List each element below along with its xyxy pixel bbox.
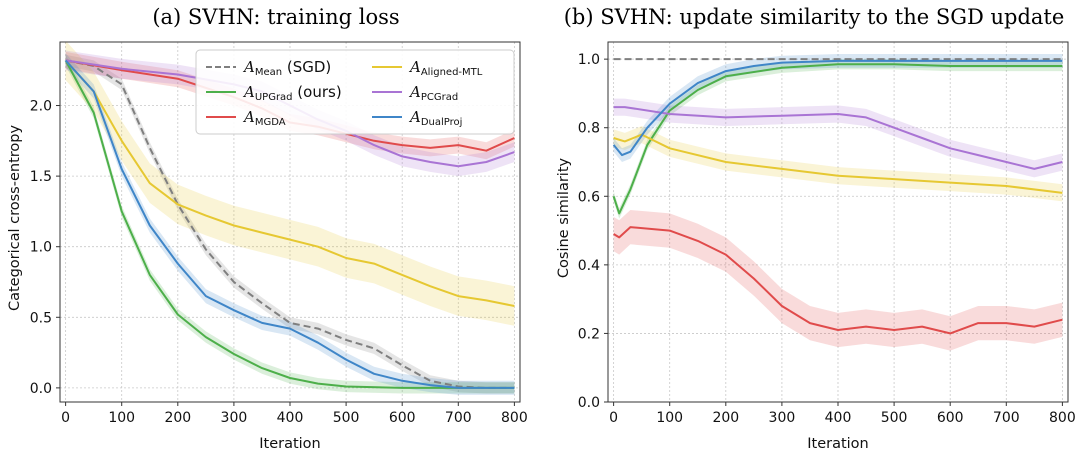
series-line [65, 59, 515, 389]
chart-a-legend: AMean (SGD) AUPGrad (ours) AMGDA AAligned-M… [195, 49, 515, 135]
y-tick-label: 0.4 [578, 258, 600, 274]
y-tick-label: 0.0 [578, 395, 600, 411]
x-tick-label: 400 [825, 410, 852, 426]
x-tick-label: 200 [164, 410, 191, 426]
series-group [612, 54, 1063, 351]
x-tick-label: 800 [501, 410, 528, 426]
chart-b-ylabel: Cosine similarity [556, 157, 572, 278]
chart-a-plot: 0 100 200 300 400 500 600 700 800 0.0 0.5 1.0 1.5 2.0 [30, 41, 528, 426]
series-band [613, 54, 1063, 162]
x-tick-label: 0 [609, 410, 618, 426]
series-line [613, 106, 1063, 170]
legend-label: AAligned-MTL [408, 58, 483, 78]
legend-label: AMean (SGD) [242, 58, 331, 78]
series-line [612, 59, 1063, 157]
x-tick-label: 300 [769, 410, 796, 426]
y-tick-label: 1.5 [30, 169, 52, 185]
legend-box [195, 49, 515, 135]
series-line [64, 59, 515, 307]
y-tick-label: 0.2 [578, 326, 600, 342]
x-tick-label: 400 [277, 410, 304, 426]
series-line [64, 59, 515, 389]
y-tick-label: 0.5 [30, 310, 52, 326]
chart-a-ylabel: Categorical cross-entropy [7, 125, 23, 312]
x-tick-label: 0 [61, 410, 70, 426]
series-line [612, 63, 1063, 215]
chart-b-xlabel: Iteration [807, 436, 869, 452]
legend-label: APCGrad [408, 83, 458, 103]
chart-a-title: (a) SVHN: training loss [152, 5, 399, 29]
chart-b-title: (b) SVHN: update similarity to the SGD u… [564, 5, 1065, 29]
legend-label: AUPGrad (ours) [242, 83, 342, 103]
chart-b-plot: 0 100 200 300 400 500 600 700 800 0.0 0.2 0.4 0.6 0.8… [578, 41, 1076, 426]
x-tick-label: 600 [937, 410, 964, 426]
x-tick-label: 700 [993, 410, 1020, 426]
x-tick-label: 500 [333, 410, 360, 426]
series-band [65, 54, 515, 394]
x-tick-label: 100 [656, 410, 683, 426]
x-tick-label: 700 [445, 410, 472, 426]
x-tick-label: 200 [712, 410, 739, 426]
series-band [65, 54, 515, 394]
series-line [613, 133, 1063, 194]
x-tick-label: 100 [108, 410, 135, 426]
chart-a-xlabel: Iteration [259, 436, 321, 452]
y-tick-label: 2.0 [30, 99, 52, 115]
legend-label: ADualProj [408, 108, 462, 128]
series-band [65, 53, 515, 395]
series-line [613, 226, 1063, 335]
y-tick-label: 1.0 [578, 52, 600, 68]
x-tick-label: 500 [881, 410, 908, 426]
legend-label: AMGDA [242, 108, 286, 128]
x-tick-label: 800 [1049, 410, 1076, 426]
y-tick-label: 1.0 [30, 240, 52, 256]
x-tick-label: 300 [221, 410, 248, 426]
y-tick-label: 0.6 [578, 189, 600, 205]
y-tick-label: 0.0 [30, 381, 52, 397]
x-tick-label: 600 [389, 410, 416, 426]
y-tick-label: 0.8 [578, 121, 600, 137]
series-line [64, 59, 515, 389]
series-band [613, 210, 1063, 351]
